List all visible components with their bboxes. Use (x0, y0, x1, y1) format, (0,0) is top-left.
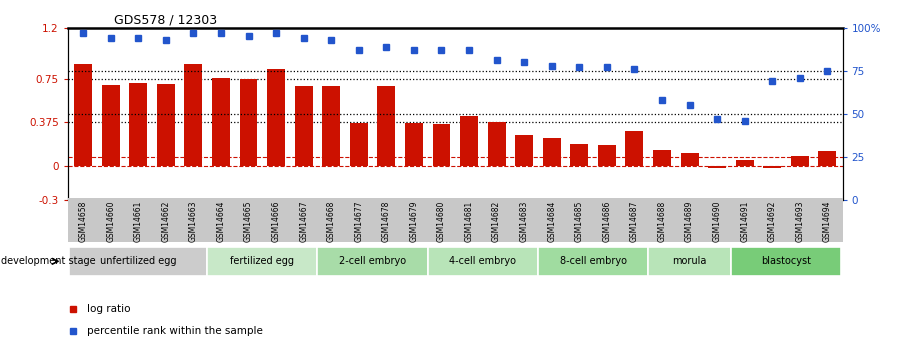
Text: GSM14694: GSM14694 (823, 200, 832, 242)
Bar (157, 84, 175, 166)
Text: GSM14684: GSM14684 (547, 200, 556, 242)
Text: GDS578 / 12303: GDS578 / 12303 (114, 13, 217, 27)
Text: GSM14662: GSM14662 (161, 200, 170, 242)
Bar (239, 79, 257, 166)
Bar (428, 247, 538, 276)
Text: development stage: development stage (2, 256, 96, 266)
Text: GSM14690: GSM14690 (713, 200, 722, 242)
Bar (101, 85, 120, 166)
Bar (487, 122, 506, 166)
Bar (212, 78, 230, 166)
Bar (736, 160, 754, 166)
Text: GSM14681: GSM14681 (465, 200, 474, 242)
Text: GSM14678: GSM14678 (381, 200, 390, 242)
Bar (625, 131, 643, 166)
Text: GSM14686: GSM14686 (602, 200, 612, 242)
Text: GSM14665: GSM14665 (244, 200, 253, 242)
Text: GSM14667: GSM14667 (299, 200, 308, 242)
Text: fertilized egg: fertilized egg (230, 256, 294, 266)
Bar (74, 65, 92, 166)
Bar (818, 151, 836, 166)
Text: GSM14682: GSM14682 (492, 200, 501, 242)
Bar (130, 83, 147, 166)
Bar (207, 247, 317, 276)
Bar (571, 144, 588, 166)
Text: GSM14691: GSM14691 (740, 200, 749, 242)
Text: GSM14660: GSM14660 (106, 200, 115, 242)
Text: morula: morula (672, 256, 707, 266)
Bar (791, 156, 809, 166)
Bar (323, 86, 340, 166)
Bar (708, 166, 726, 168)
Text: GSM14663: GSM14663 (188, 200, 198, 242)
Bar (648, 247, 731, 276)
Bar (185, 65, 202, 166)
Bar (432, 124, 450, 166)
Text: GSM14687: GSM14687 (630, 200, 639, 242)
Bar (543, 138, 561, 166)
Bar (731, 247, 841, 276)
Text: GSM14679: GSM14679 (410, 200, 419, 242)
Bar (294, 86, 313, 166)
Text: log ratio: log ratio (87, 304, 130, 314)
Text: GSM14668: GSM14668 (327, 200, 336, 242)
Bar (653, 149, 671, 166)
Bar (317, 247, 428, 276)
Text: GSM14658: GSM14658 (79, 200, 88, 242)
Text: GSM14666: GSM14666 (272, 200, 281, 242)
Text: GSM14689: GSM14689 (685, 200, 694, 242)
Text: GSM14685: GSM14685 (574, 200, 583, 242)
Text: GSM14693: GSM14693 (795, 200, 805, 242)
Bar (267, 69, 285, 166)
Text: GSM14692: GSM14692 (767, 200, 776, 242)
Bar (460, 116, 478, 166)
Text: GSM14688: GSM14688 (658, 200, 667, 242)
Bar (680, 153, 699, 166)
Text: GSM14661: GSM14661 (134, 200, 143, 242)
Bar (598, 145, 616, 166)
Bar (350, 123, 368, 166)
Text: 8-cell embryo: 8-cell embryo (560, 256, 627, 266)
Text: percentile rank within the sample: percentile rank within the sample (87, 326, 263, 336)
Text: 2-cell embryo: 2-cell embryo (339, 256, 406, 266)
Bar (70, 247, 207, 276)
Text: GSM14664: GSM14664 (217, 200, 226, 242)
Text: unfertilized egg: unfertilized egg (100, 256, 177, 266)
Bar (378, 86, 395, 166)
Bar (764, 166, 781, 168)
Text: GSM14677: GSM14677 (354, 200, 363, 242)
Bar (405, 123, 423, 166)
Bar (516, 135, 533, 166)
Text: GSM14683: GSM14683 (520, 200, 529, 242)
Text: blastocyst: blastocyst (761, 256, 811, 266)
Bar (538, 247, 648, 276)
Text: 4-cell embryo: 4-cell embryo (449, 256, 516, 266)
Text: GSM14680: GSM14680 (437, 200, 446, 242)
